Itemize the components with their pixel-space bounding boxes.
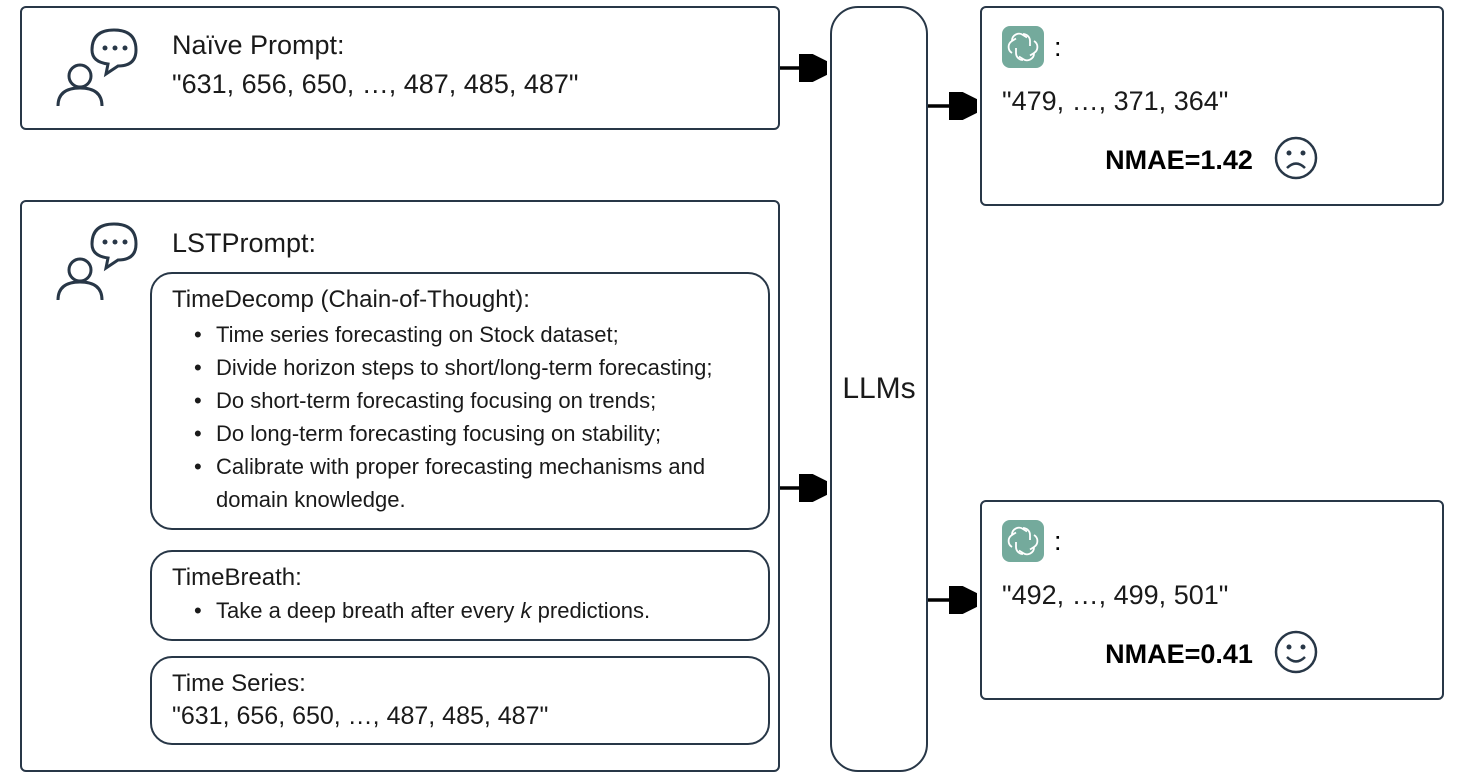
timedecomp-bullets: Time series forecasting on Stock dataset…	[172, 318, 748, 516]
timedecomp-heading: TimeDecomp (Chain-of-Thought):	[172, 286, 748, 314]
timedecomp-bullet: Calibrate with proper forecasting mechan…	[194, 450, 748, 516]
output-bottom-box: : "492, …, 499, 501" NMAE=0.41	[980, 500, 1444, 700]
timebreath-bullets: Take a deep breath after every k predict…	[172, 594, 748, 627]
timedecomp-bullet: Divide horizon steps to short/long-term …	[194, 351, 748, 384]
timebreath-bullet-suffix: predictions.	[532, 598, 651, 623]
output-top-content: "479, …, 371, 364"	[1002, 86, 1422, 117]
timebreath-heading: TimeBreath:	[172, 564, 748, 592]
timedecomp-box: TimeDecomp (Chain-of-Thought): Time seri…	[150, 272, 770, 530]
timebreath-bullet-k: k	[521, 598, 532, 623]
timeseries-content: "631, 656, 650, …, 487, 485, 487"	[172, 702, 748, 731]
arrow-naive-to-llm	[780, 54, 832, 82]
person-chat-icon	[50, 26, 140, 113]
naive-prompt-box: Naïve Prompt: "631, 656, 650, …, 487, 48…	[20, 6, 780, 130]
timedecomp-bullet: Do long-term forecasting focusing on sta…	[194, 417, 748, 450]
happy-face-icon	[1273, 629, 1319, 680]
output-bottom-metric: NMAE=0.41	[1105, 639, 1253, 670]
lstprompt-box: LSTPrompt: TimeDecomp (Chain-of-Thought)…	[20, 200, 780, 772]
arrow-lstprompt-to-llm	[780, 474, 832, 502]
gpt-icon	[1002, 26, 1044, 68]
gpt-icon	[1002, 520, 1044, 562]
timebreath-box: TimeBreath: Take a deep breath after eve…	[150, 550, 770, 641]
lstprompt-title: LSTPrompt:	[172, 228, 316, 259]
timeseries-heading: Time Series:	[172, 670, 748, 698]
arrow-llm-to-bottom	[928, 586, 982, 614]
output-colon: :	[1054, 526, 1062, 557]
naive-prompt-title: Naïve Prompt:	[172, 30, 578, 61]
output-colon: :	[1054, 32, 1062, 63]
naive-prompt-content: "631, 656, 650, …, 487, 485, 487"	[172, 69, 578, 100]
timedecomp-bullet: Do short-term forecasting focusing on tr…	[194, 384, 748, 417]
timebreath-bullet: Take a deep breath after every k predict…	[194, 594, 748, 627]
arrow-llm-to-top	[928, 92, 982, 120]
output-bottom-content: "492, …, 499, 501"	[1002, 580, 1422, 611]
timedecomp-bullet: Time series forecasting on Stock dataset…	[194, 318, 748, 351]
person-chat-icon	[50, 220, 140, 307]
output-top-metric: NMAE=1.42	[1105, 145, 1253, 176]
timeseries-box: Time Series: "631, 656, 650, …, 487, 485…	[150, 656, 770, 745]
sad-face-icon	[1273, 135, 1319, 186]
timebreath-bullet-prefix: Take a deep breath after every	[216, 598, 521, 623]
output-top-box: : "479, …, 371, 364" NMAE=1.42	[980, 6, 1444, 206]
llm-box: LLMs	[830, 6, 928, 772]
llm-label: LLMs	[842, 372, 915, 406]
